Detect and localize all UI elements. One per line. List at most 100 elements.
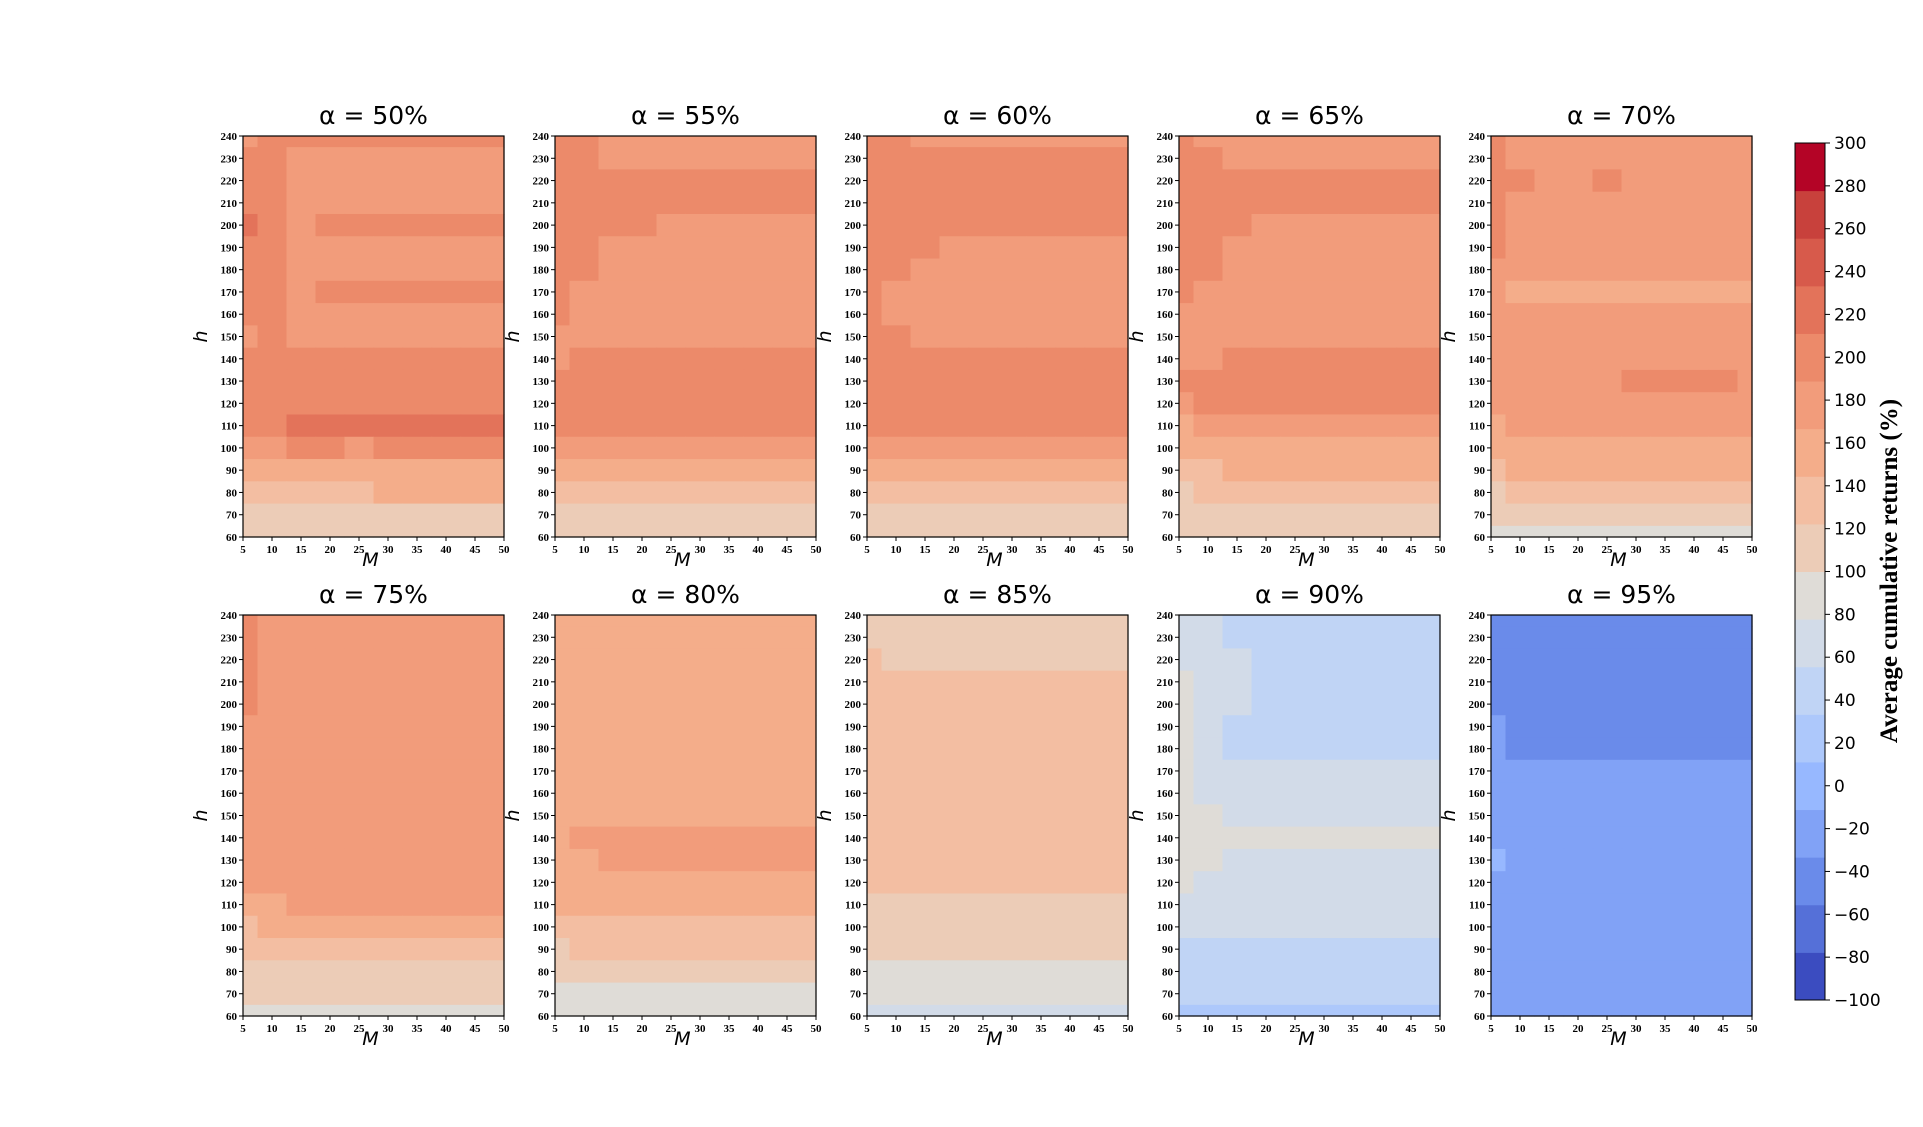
contour-cell <box>1708 848 1739 872</box>
contour-cell <box>1338 871 1369 895</box>
y-tick-label: 120 <box>845 877 862 889</box>
y-tick-label: 80 <box>538 966 550 978</box>
contour-cell <box>315 236 346 260</box>
contour-cell <box>1026 960 1057 984</box>
contour-cell <box>257 347 288 371</box>
y-tick-label: 160 <box>221 788 238 800</box>
panel-title: α = 55% <box>631 101 740 130</box>
contour-cell <box>656 871 687 895</box>
contour-cell <box>402 459 433 482</box>
contour-cell <box>1425 715 1441 739</box>
contour-cell <box>1592 871 1623 895</box>
contour-cell <box>881 737 912 761</box>
contour-cell <box>286 737 317 761</box>
contour-cell <box>1309 325 1340 349</box>
contour-cell <box>344 347 375 371</box>
contour-cell <box>1491 626 1507 650</box>
colorbar-segment <box>1795 619 1825 668</box>
contour-cell <box>1737 258 1753 282</box>
contour-cell <box>714 938 745 961</box>
contour-cell <box>1251 670 1282 694</box>
y-tick-label: 240 <box>533 610 550 622</box>
contour-cell <box>939 759 970 783</box>
contour-cell <box>1563 737 1594 761</box>
contour-cell <box>1280 258 1311 282</box>
contour-cell <box>997 369 1028 393</box>
contour-cell <box>1737 826 1753 850</box>
contour-cell <box>1491 325 1507 349</box>
colorbar-tick-label: 240 <box>1834 263 1866 283</box>
contour-cell <box>1367 147 1398 171</box>
contour-cell <box>1251 191 1282 215</box>
y-tick-label: 70 <box>538 510 550 522</box>
contour-cell <box>1592 692 1623 716</box>
y-tick-label: 190 <box>845 242 862 254</box>
contour-cell <box>1309 369 1340 393</box>
contour-cell <box>1563 525 1594 538</box>
contour-cell <box>1708 392 1739 416</box>
y-tick-label: 150 <box>1157 332 1174 344</box>
contour-cell <box>714 648 745 672</box>
contour-cell <box>431 414 462 438</box>
contour-cell <box>1251 280 1282 304</box>
contour-cell <box>1679 670 1710 694</box>
contour-cell <box>1425 525 1441 538</box>
contour-cell <box>1367 759 1398 783</box>
contour-cell <box>460 414 491 438</box>
contour-cell <box>1113 670 1129 694</box>
contour-cell <box>1650 236 1681 260</box>
y-tick-label: 100 <box>845 443 862 455</box>
panel-9: α = 90%5 10 15 20 25 30 35 40 45 5060708090100110… <box>1126 580 1446 1050</box>
contour-cell <box>1563 303 1594 326</box>
contour-cell <box>598 280 629 304</box>
y-tick-label: 190 <box>1157 721 1174 733</box>
contour-cell <box>1396 325 1427 349</box>
y-tick-label: 220 <box>845 655 862 667</box>
contour-cell <box>243 759 259 783</box>
contour-cell <box>402 782 433 805</box>
contour-cell <box>373 670 404 694</box>
y-tick-label: 120 <box>533 877 550 889</box>
contour-cell <box>656 459 687 482</box>
contour-cell <box>1679 982 1710 1006</box>
contour-cell <box>1222 848 1253 872</box>
contour-cell <box>772 525 803 538</box>
contour-cell <box>315 804 346 828</box>
contour-cell <box>344 826 375 850</box>
contour-cell <box>1396 191 1427 215</box>
contour-cell <box>997 414 1028 438</box>
x-tick-label: 50 <box>499 1023 511 1035</box>
contour-cell <box>801 459 817 482</box>
contour-cell <box>1367 213 1398 237</box>
contour-cell <box>627 325 658 349</box>
contour-cell <box>997 347 1028 371</box>
contour-cell <box>1505 347 1536 371</box>
contour-cell <box>569 236 600 260</box>
contour-cell <box>997 893 1028 917</box>
contour-cell <box>1650 692 1681 716</box>
y-tick-label: 110 <box>221 421 237 433</box>
contour-cell <box>743 648 774 672</box>
contour-cell <box>997 1004 1028 1017</box>
contour-cell <box>286 147 317 171</box>
contour-cell <box>997 626 1028 650</box>
x-tick-label: 50 <box>1123 544 1135 556</box>
contour-cell <box>555 1004 571 1017</box>
contour-cell <box>286 871 317 895</box>
contour-cell <box>1592 459 1623 482</box>
contour-cell <box>1679 213 1710 237</box>
contour-cell <box>867 893 883 917</box>
contour-cell <box>1650 303 1681 326</box>
contour-cell <box>1679 236 1710 260</box>
contour-cell <box>910 280 941 304</box>
contour-cell <box>1708 503 1739 527</box>
contour-cell <box>627 848 658 872</box>
contour-cell <box>1367 525 1398 538</box>
contour-cell <box>460 871 491 895</box>
contour-cell <box>598 325 629 349</box>
y-tick-label: 170 <box>1469 287 1486 299</box>
contour-cell <box>1534 782 1565 805</box>
y-axis-label: h <box>814 330 836 342</box>
contour-cell <box>373 893 404 917</box>
contour-cell <box>1367 626 1398 650</box>
